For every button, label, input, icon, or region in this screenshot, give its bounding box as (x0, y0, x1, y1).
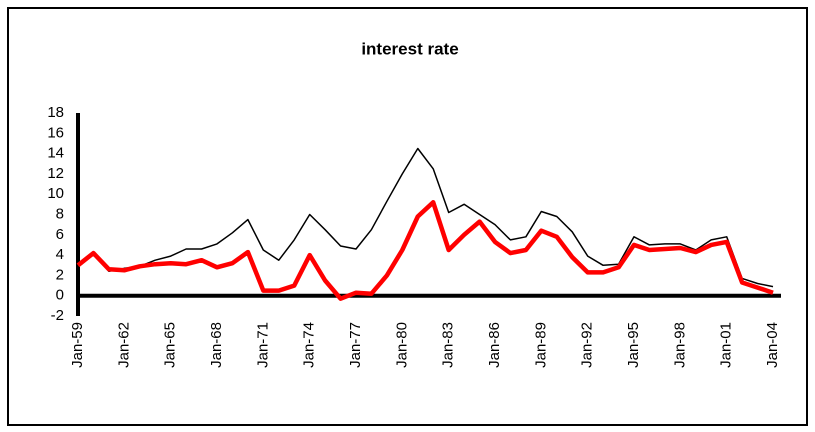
x-tick-label: Jan-89 (532, 322, 549, 368)
y-tick-label: 16 (47, 124, 64, 141)
y-tick-label: -2 (51, 307, 64, 324)
x-tick-label: Jan-95 (625, 322, 642, 368)
x-tick-label: Jan-77 (347, 322, 364, 368)
x-tick-label: Jan-01 (718, 322, 735, 368)
y-tick-label: 6 (56, 226, 64, 243)
y-tick-label: 8 (56, 205, 64, 222)
chart-title: interest rate (361, 39, 458, 58)
y-tick-label: 2 (56, 266, 64, 283)
x-tick-label: Jan-98 (671, 322, 688, 368)
x-tick-label: Jan-71 (254, 322, 271, 368)
series-line (76, 200, 774, 301)
x-tick-label: Jan-80 (393, 322, 410, 368)
x-tick-label: Jan-74 (301, 322, 318, 368)
y-tick-label: 0 (56, 287, 64, 304)
y-tick-label: 4 (56, 246, 64, 263)
x-tick-label: Jan-62 (115, 322, 132, 368)
x-tick-label: Jan-04 (764, 322, 781, 368)
x-tick-label: Jan-92 (579, 322, 596, 368)
y-tick-label: 12 (47, 165, 64, 182)
chart-border (7, 7, 808, 426)
series-line (77, 147, 774, 288)
x-tick-label: Jan-68 (208, 322, 225, 368)
x-tick-label: Jan-65 (162, 322, 179, 368)
y-tick-label: 18 (47, 104, 64, 121)
y-tick-label: 10 (47, 185, 64, 202)
x-tick-label: Jan-83 (440, 322, 457, 368)
y-tick-label: 14 (47, 145, 64, 162)
x-tick-label: Jan-59 (69, 322, 86, 368)
x-tick-label: Jan-86 (486, 322, 503, 368)
